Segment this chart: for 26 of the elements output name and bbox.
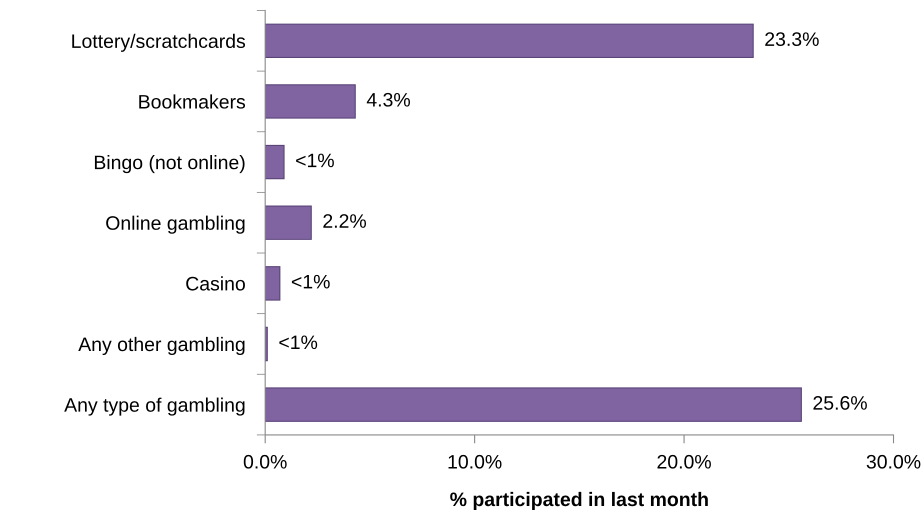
bar bbox=[265, 24, 754, 58]
x-tick-label: 10.0% bbox=[448, 454, 502, 469]
bar bbox=[265, 84, 356, 119]
data-label: 25.6% bbox=[813, 396, 867, 410]
y-tick-label: Casino bbox=[186, 276, 245, 291]
data-label: <1% bbox=[279, 336, 318, 350]
y-tick-label: Bookmakers bbox=[139, 94, 246, 109]
data-label: <1% bbox=[292, 274, 330, 288]
bar bbox=[265, 326, 268, 362]
x-tick-label: 20.0% bbox=[657, 454, 711, 469]
y-tick-label: Any other gambling bbox=[78, 336, 244, 356]
data-label: <1% bbox=[296, 154, 334, 168]
y-tick-label: Online gambling bbox=[106, 216, 244, 234]
x-axis-title: % participated in last month bbox=[450, 492, 708, 510]
data-label: 4.3% bbox=[366, 92, 410, 107]
bar bbox=[265, 205, 312, 240]
y-tick-label: Lottery/scratchcards bbox=[72, 34, 246, 52]
data-label: 23.3% bbox=[765, 32, 819, 46]
data-label: 2.2% bbox=[323, 214, 366, 228]
y-tick-label: Bingo (not online) bbox=[94, 155, 245, 174]
bar bbox=[265, 387, 802, 422]
bar bbox=[265, 266, 280, 301]
y-tick-label: Any type of gambling bbox=[64, 398, 244, 416]
bar bbox=[265, 144, 285, 180]
x-tick-label: 30.0% bbox=[866, 454, 920, 469]
x-tick-label: 0.0% bbox=[244, 454, 287, 469]
